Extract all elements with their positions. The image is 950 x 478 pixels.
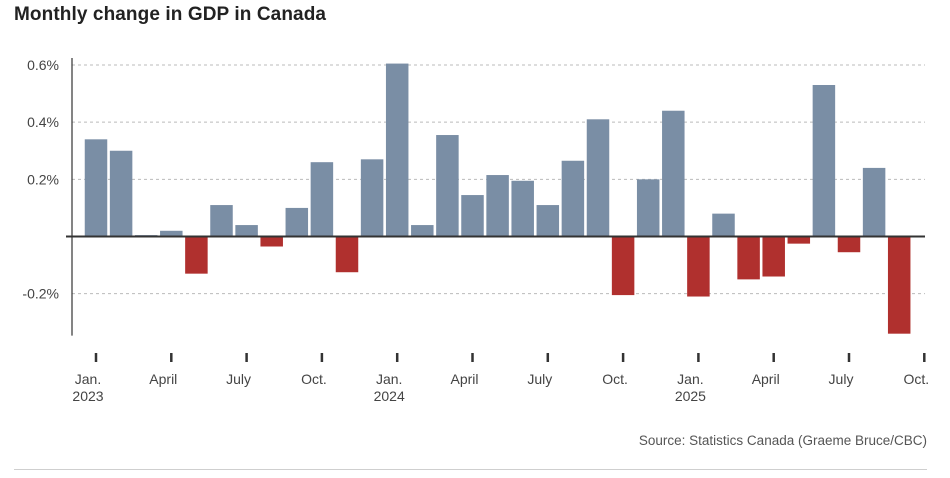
bar xyxy=(561,160,585,237)
y-tick-label: -0.2% xyxy=(22,286,59,302)
bar xyxy=(511,180,534,237)
bar xyxy=(687,236,710,297)
bottom-divider xyxy=(14,469,927,470)
x-tick-label: April xyxy=(149,371,177,387)
bar xyxy=(260,236,283,247)
source-note: Source: Statistics Canada (Graeme Bruce/… xyxy=(638,433,927,448)
y-tick-label: 0.4% xyxy=(27,114,59,130)
bar xyxy=(887,236,911,334)
bar xyxy=(360,159,384,237)
bar xyxy=(737,236,760,280)
chart-title: Monthly change in GDP in Canada xyxy=(14,4,327,25)
x-tick-label: April xyxy=(450,371,478,387)
bar xyxy=(862,167,886,237)
x-tick-label: Oct. xyxy=(903,371,929,387)
bar xyxy=(235,225,258,237)
x-tick-label: Oct. xyxy=(301,371,327,387)
bar xyxy=(411,225,434,237)
x-tick-year: 2023 xyxy=(72,388,103,404)
bar xyxy=(611,236,635,296)
bar xyxy=(285,207,309,237)
bar xyxy=(436,135,459,237)
bar xyxy=(109,150,133,237)
bar xyxy=(636,179,660,237)
x-tick-year: 2025 xyxy=(675,388,706,404)
x-tick-label: Oct. xyxy=(602,371,628,387)
bar xyxy=(160,230,183,237)
x-tick-label: July xyxy=(226,371,251,387)
x-tick-year: 2024 xyxy=(374,388,405,404)
bar xyxy=(787,236,811,244)
bar xyxy=(812,85,836,237)
x-tick-label: Jan. xyxy=(376,371,402,387)
bar xyxy=(310,162,334,237)
bar xyxy=(837,236,861,253)
bar xyxy=(461,195,484,237)
bar xyxy=(185,236,208,274)
x-tick-label: Jan. xyxy=(75,371,101,387)
y-tick-label: 0.6% xyxy=(27,57,59,73)
bar xyxy=(385,63,409,237)
x-tick-label: July xyxy=(527,371,552,387)
bar xyxy=(486,175,509,237)
x-tick-label: April xyxy=(752,371,780,387)
x-tick-label: July xyxy=(829,371,854,387)
bar xyxy=(662,110,685,237)
bar xyxy=(210,205,233,237)
bar xyxy=(536,205,560,237)
bar xyxy=(335,236,359,273)
bar xyxy=(84,139,108,237)
x-tick-label: Jan. xyxy=(677,371,703,387)
bar xyxy=(586,119,610,237)
bar xyxy=(762,236,785,277)
y-tick-label: 0.2% xyxy=(27,171,59,187)
bar xyxy=(712,213,735,237)
